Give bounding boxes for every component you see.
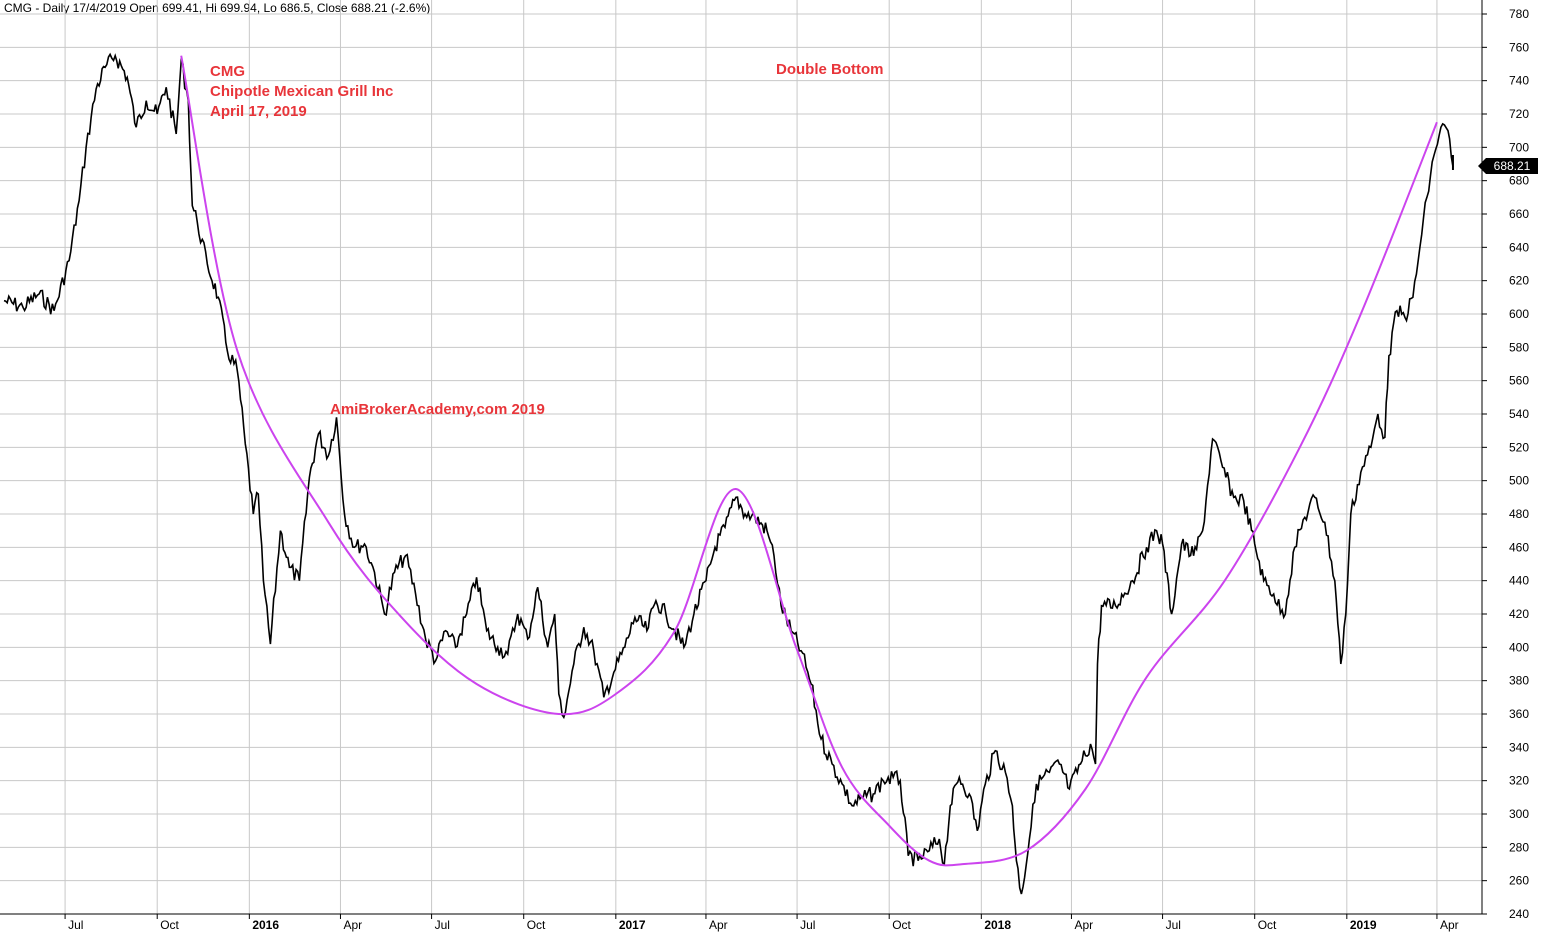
- x-tick-label: Jul: [1166, 918, 1181, 932]
- y-tick-label: 720: [1509, 107, 1529, 121]
- y-tick-label: 700: [1509, 140, 1529, 154]
- y-tick-label: 320: [1509, 774, 1529, 788]
- annotation-watermark: AmiBrokerAcademy,com 2019: [330, 401, 545, 418]
- x-tick-label: Apr: [343, 918, 362, 932]
- y-tick-label: 380: [1509, 674, 1529, 688]
- last-price-label: 688.21: [1478, 158, 1538, 174]
- y-axis: 240 260 280 300 320 340 360 380 400 420 440 460 480 5…: [1481, 0, 1529, 921]
- annotation-ticker: CMG: [210, 63, 245, 80]
- y-tick-label: 660: [1509, 207, 1529, 221]
- y-tick-label: 540: [1509, 407, 1529, 421]
- annotation-date: April 17, 2019: [210, 103, 307, 120]
- y-tick-label: 480: [1509, 507, 1529, 521]
- y-tick-label: 360: [1509, 707, 1529, 721]
- x-tick-label: Apr: [1440, 918, 1459, 932]
- pattern-curve: [180, 55, 1438, 867]
- x-tick-label: Oct: [160, 918, 179, 932]
- x-tick-label: Oct: [1258, 918, 1277, 932]
- y-tick-label: 420: [1509, 607, 1529, 621]
- y-tick-label: 440: [1509, 574, 1529, 588]
- y-tick-label: 460: [1509, 540, 1529, 554]
- y-tick-label: 340: [1509, 740, 1529, 754]
- annotation-pattern: Double Bottom: [776, 61, 884, 78]
- y-tick-label: 680: [1509, 174, 1529, 188]
- y-tick-label: 500: [1509, 474, 1529, 488]
- x-tick-label: Apr: [709, 918, 728, 932]
- y-tick-label: 400: [1509, 640, 1529, 654]
- y-tick-label: 640: [1509, 240, 1529, 254]
- x-axis: Jul Oct 2016 Apr Jul Oct 2017 Apr Jul Oct 2018 Apr J…: [0, 913, 1482, 932]
- x-tick-label: 2016: [252, 918, 279, 932]
- x-tick-label: Apr: [1074, 918, 1093, 932]
- x-tick-label: Jul: [435, 918, 450, 932]
- chart-header: CMG - Daily 17/4/2019 Open 699.41, Hi 69…: [4, 1, 431, 15]
- x-tick-label: Jul: [800, 918, 815, 932]
- y-tick-label: 740: [1509, 74, 1529, 88]
- x-tick-label: Jul: [68, 918, 83, 932]
- series-layer: [3, 52, 1454, 895]
- y-tick-label: 600: [1509, 307, 1529, 321]
- y-tick-label: 560: [1509, 374, 1529, 388]
- y-tick-label: 620: [1509, 274, 1529, 288]
- y-tick-label: 580: [1509, 340, 1529, 354]
- x-tick-label: 2018: [984, 918, 1011, 932]
- y-tick-label: 260: [1509, 874, 1529, 888]
- gridlines: [0, 0, 1482, 915]
- annotation-company: Chipotle Mexican Grill Inc: [210, 83, 394, 100]
- y-tick-label: 280: [1509, 840, 1529, 854]
- y-tick-label: 300: [1509, 807, 1529, 821]
- y-tick-label: 240: [1509, 907, 1529, 921]
- x-tick-label: 2019: [1350, 918, 1377, 932]
- x-tick-label: 2017: [619, 918, 646, 932]
- price-line: [3, 52, 1454, 895]
- y-tick-label: 780: [1509, 7, 1529, 21]
- y-tick-label: 760: [1509, 40, 1529, 54]
- y-tick-label: 520: [1509, 440, 1529, 454]
- x-tick-label: Oct: [527, 918, 546, 932]
- x-tick-label: Oct: [892, 918, 911, 932]
